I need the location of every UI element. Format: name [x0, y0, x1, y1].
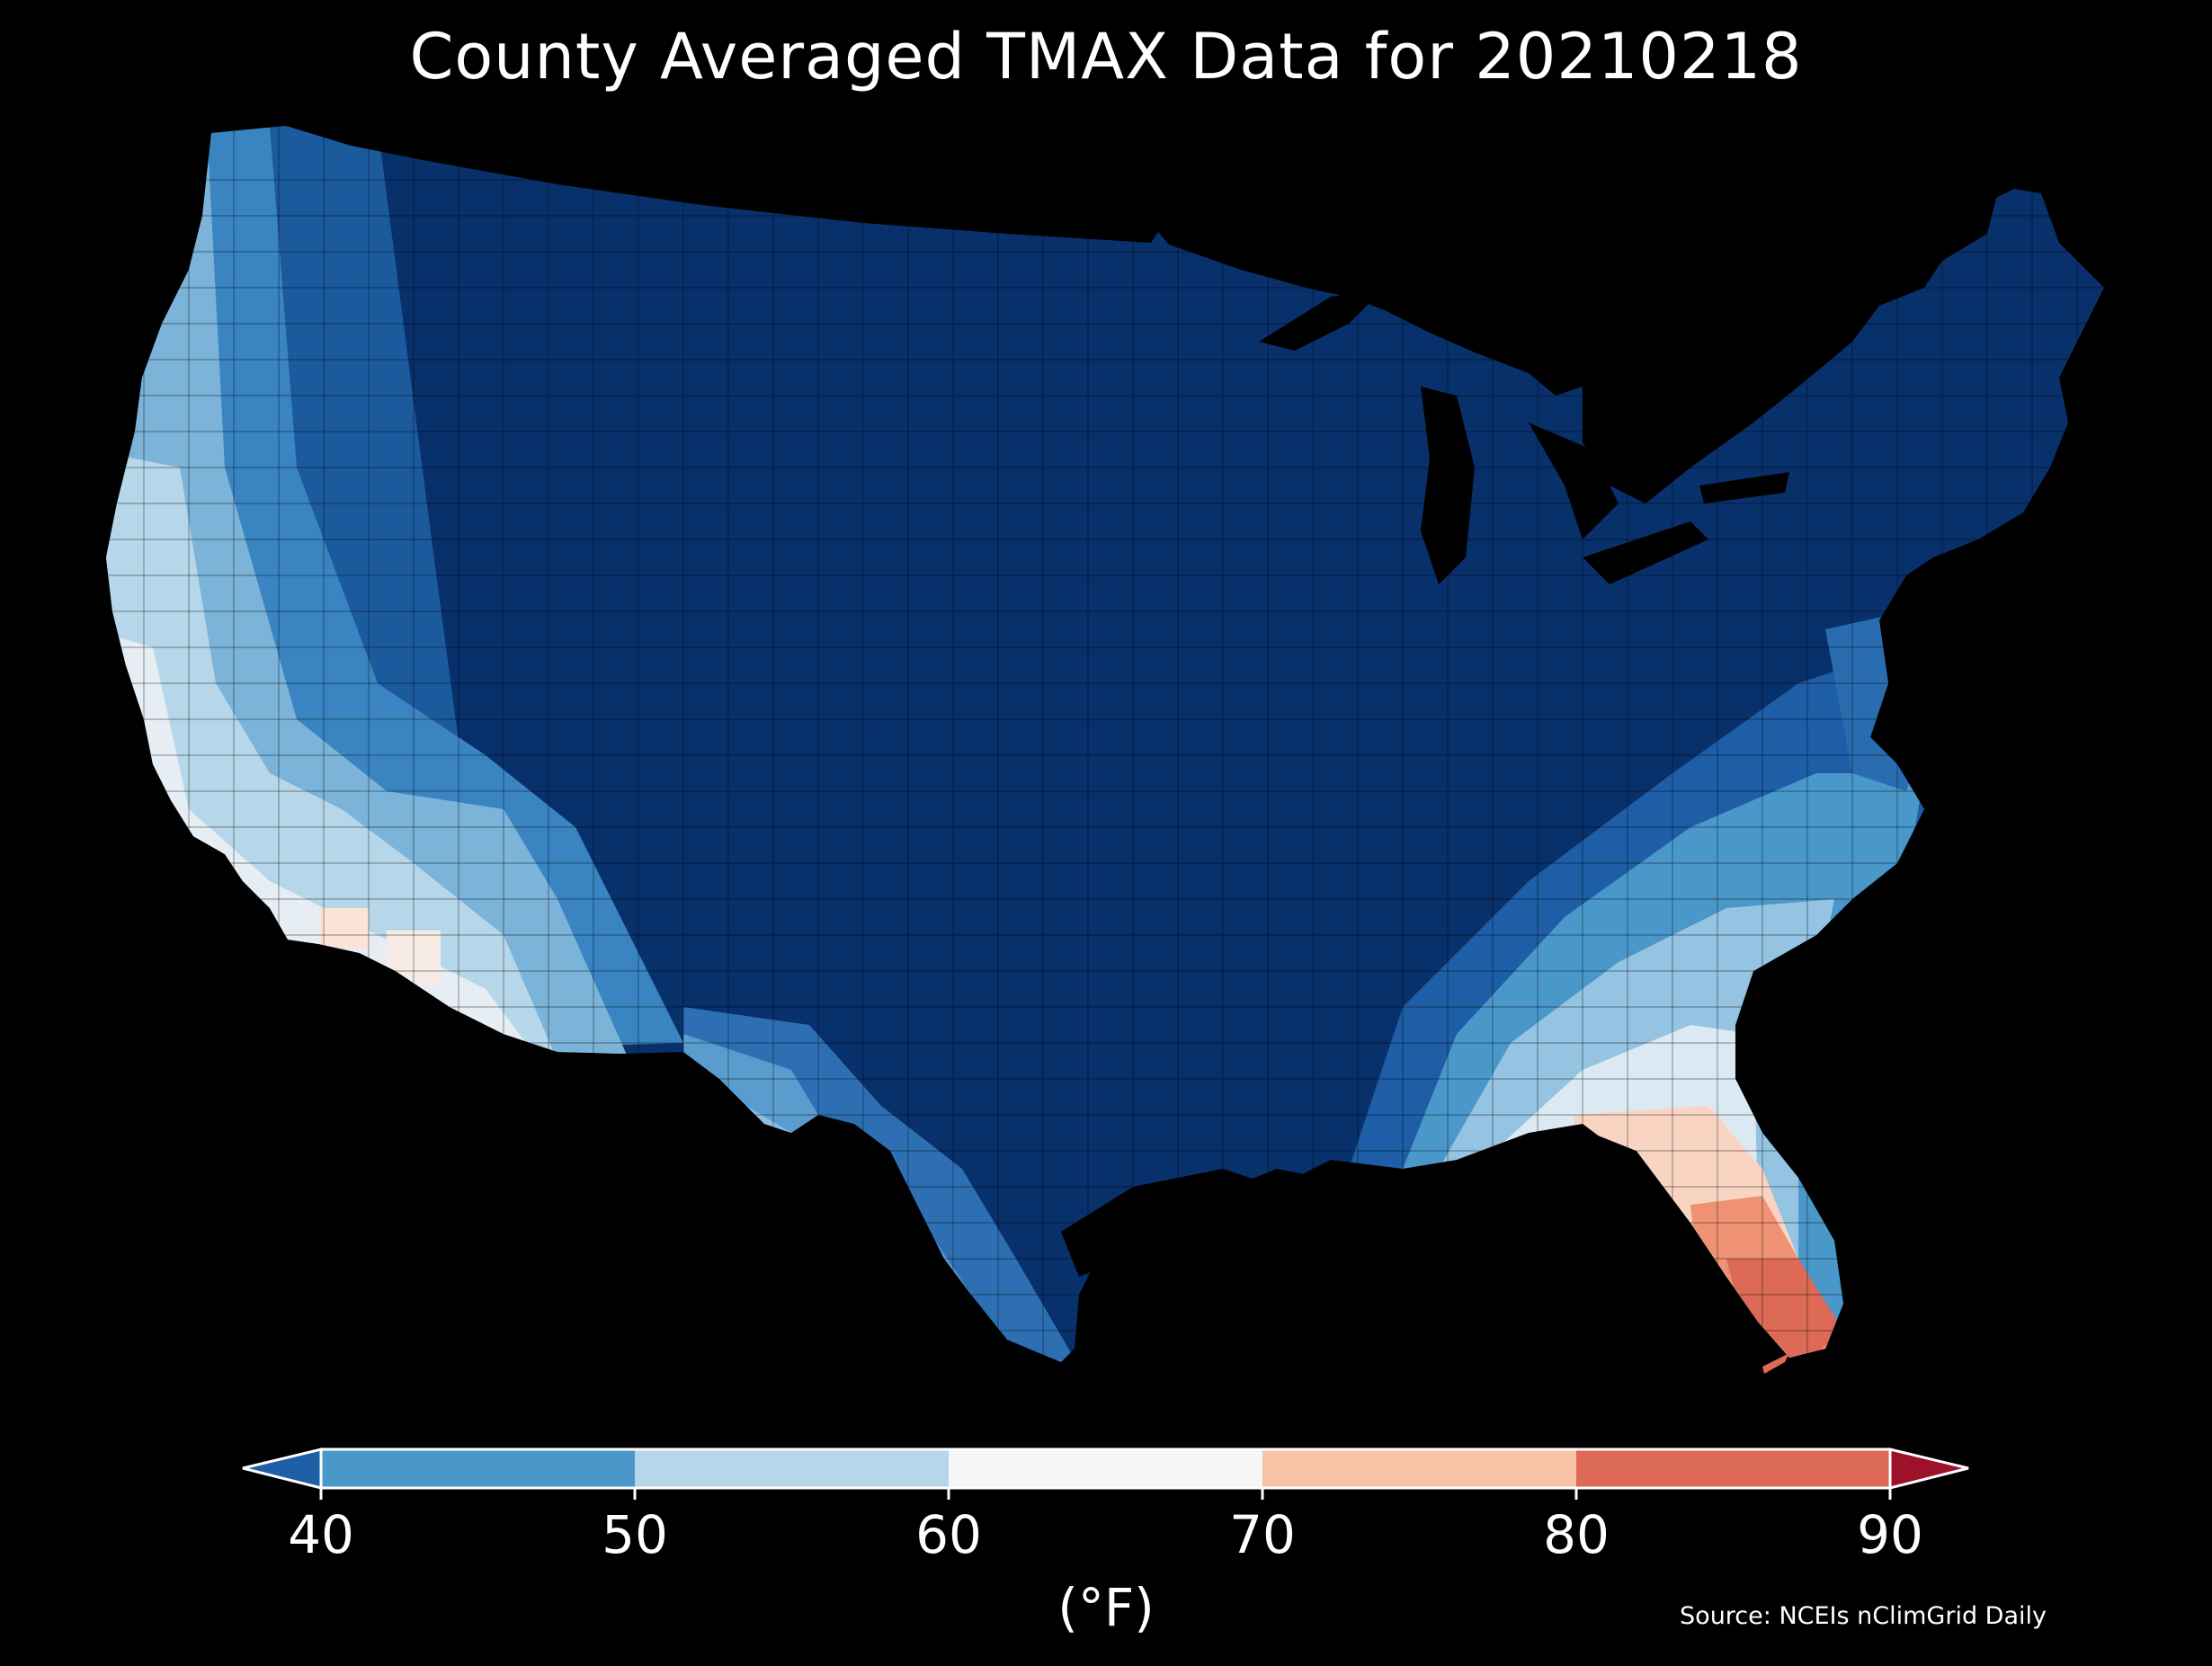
colorbar-tick-label-70: 70	[1229, 1504, 1296, 1565]
lake-superior	[1259, 288, 1385, 351]
colorbar-bin-50-60	[635, 1449, 949, 1488]
colorbar-tick-label-90: 90	[1857, 1504, 1923, 1565]
colorbar-unit-label: (°F)	[1057, 1577, 1155, 1638]
colorbar-under-arrow	[242, 1448, 323, 1490]
colorbar-ticks	[319, 1488, 1892, 1500]
colorbar-tick-label-50: 50	[602, 1504, 668, 1565]
florida-keys	[1762, 1353, 1789, 1374]
gulf-of-mexico	[1061, 1124, 1637, 1277]
colorbar-tick-label-80: 80	[1543, 1504, 1610, 1565]
lake-ontario	[1699, 472, 1789, 503]
desert-warm-county	[319, 908, 369, 949]
colorbar-bin-40-50	[321, 1449, 635, 1488]
colorbar-bin-80-90	[1576, 1449, 1890, 1488]
colorbar-bin-70-80	[1262, 1449, 1576, 1488]
lake-michigan	[1421, 387, 1475, 584]
lake-erie	[1583, 521, 1708, 584]
source-note: Source: NCEIs nClimGrid Daily	[1680, 1602, 2047, 1630]
map-title: County Averaged TMAX Data for 20210218	[409, 20, 1803, 94]
colorbar-tick-label-60: 60	[915, 1504, 982, 1565]
lake-huron	[1529, 423, 1619, 539]
colorbar-outline	[319, 1448, 1892, 1490]
south-florida-hot-zone	[1726, 1259, 1843, 1362]
colorbar-bin-60-70	[949, 1449, 1262, 1488]
colorbar-tick-label-40: 40	[288, 1504, 354, 1565]
colorbar-over-arrow	[1888, 1448, 1969, 1490]
